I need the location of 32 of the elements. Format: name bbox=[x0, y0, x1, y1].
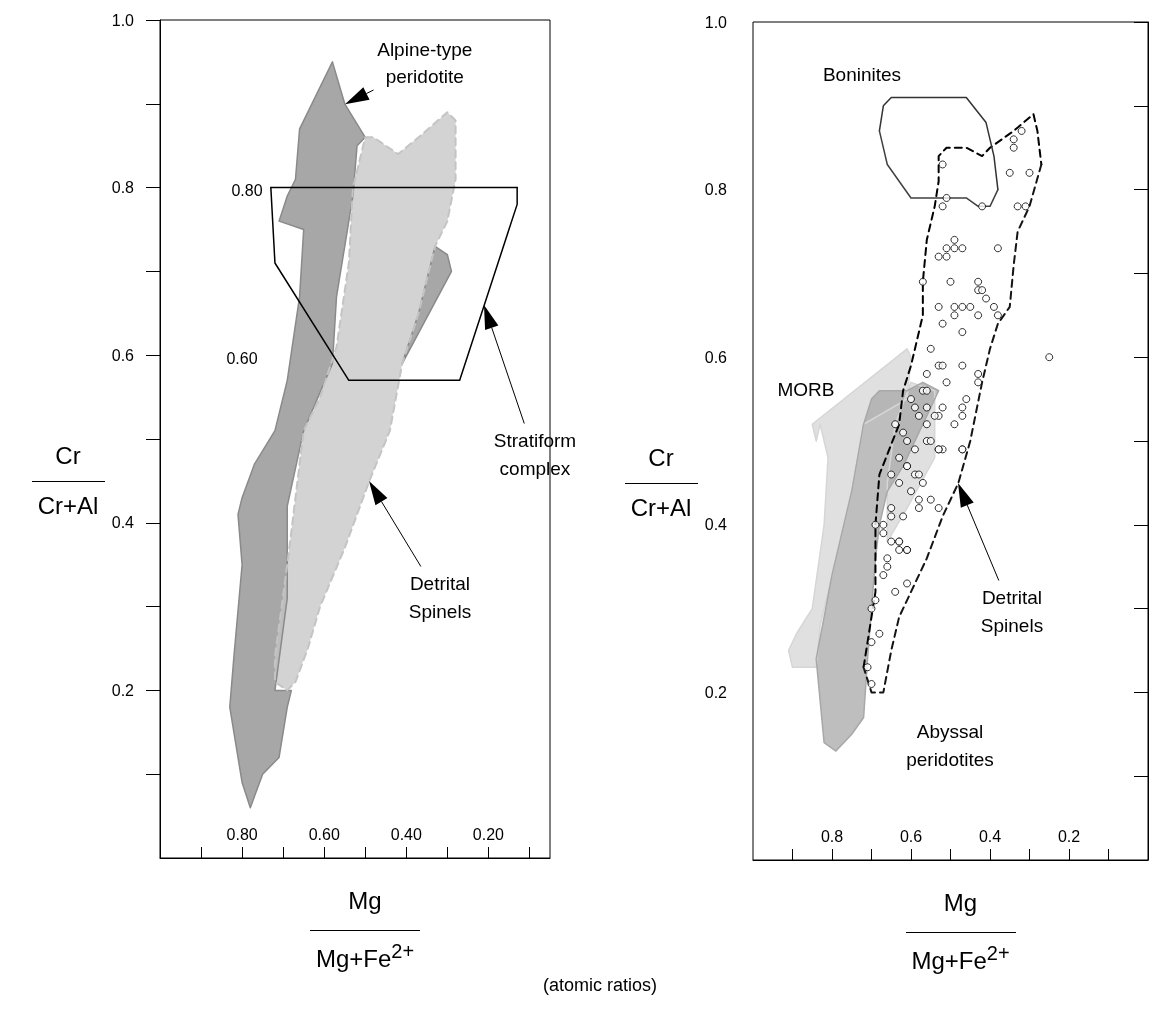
y-tick-label: 0.8 bbox=[111, 179, 135, 197]
annotation: MORB bbox=[777, 378, 835, 403]
y-tick-label: 0.6 bbox=[111, 346, 135, 364]
x-tick-label: 0.80 bbox=[226, 825, 258, 843]
y-tick-label: 1.0 bbox=[704, 13, 728, 31]
annotation: Stratiform complex bbox=[493, 429, 577, 481]
annotation: Abyssal peridotites bbox=[906, 720, 994, 772]
text: (atomic ratios) bbox=[542, 975, 658, 996]
annotation: Boninites bbox=[822, 63, 902, 88]
y-axis-title: Cr Cr+Al bbox=[36, 440, 100, 521]
y-tick-label: 0.8 bbox=[704, 181, 728, 199]
x-tick-label: 0.4 bbox=[978, 827, 1002, 845]
y-tick-label: 0.2 bbox=[111, 681, 135, 699]
text: Mg Mg+Fe$^{2+}$ bbox=[911, 889, 1010, 974]
x-tick-label: 0.6 bbox=[899, 827, 923, 845]
annotation: Detrital Spinels bbox=[408, 572, 472, 624]
x-tick-label: 0.40 bbox=[390, 825, 422, 843]
text: Mg Mg+Fe$^{2+}$ bbox=[315, 887, 415, 972]
y-tick-label: 0.4 bbox=[704, 516, 728, 534]
annotation: 0.60 bbox=[226, 349, 258, 370]
x-tick-label: 0.8 bbox=[820, 827, 844, 845]
annotation: 0.80 bbox=[231, 181, 263, 202]
annotation: Detrital Spinels bbox=[980, 586, 1044, 638]
y-axis-title: Cr Cr+Al bbox=[629, 442, 693, 523]
y-tick-label: 0.2 bbox=[704, 683, 728, 701]
y-tick-label: 0.4 bbox=[111, 514, 135, 532]
y-tick-label: 0.6 bbox=[704, 348, 728, 366]
x-tick-label: 0.2 bbox=[1057, 827, 1081, 845]
x-tick-label: 0.20 bbox=[472, 825, 505, 843]
annotation: Alpine-type peridotite bbox=[377, 38, 473, 90]
x-tick-label: 0.60 bbox=[308, 825, 340, 843]
y-tick-label: 1.0 bbox=[111, 11, 135, 29]
